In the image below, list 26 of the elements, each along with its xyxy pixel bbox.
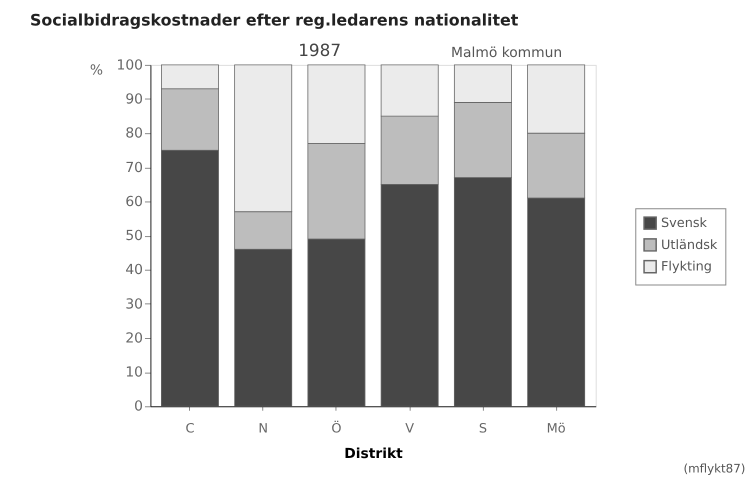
chart-subtitle: 1987 (298, 40, 342, 60)
y-tick-label: 70 (125, 160, 143, 176)
x-tick-label: Mö (546, 422, 566, 436)
y-tick-label: 80 (125, 126, 143, 142)
x-axis-title: Distrikt (344, 446, 404, 462)
x-tick-label: C (185, 422, 194, 436)
y-tick-label: 50 (125, 228, 143, 244)
y-tick-label: 0 (134, 398, 143, 415)
y-tick-label: 60 (125, 194, 143, 210)
x-tick-label: S (478, 422, 487, 436)
x-tick-label: Ö (331, 420, 342, 436)
y-axis-title: % (90, 62, 104, 78)
legend-label: Flykting (661, 260, 712, 275)
x-tick-label: V (405, 422, 414, 436)
y-tick-label: 40 (125, 262, 143, 278)
legend-label: Svensk (661, 216, 708, 232)
y-tick-label: 10 (125, 364, 143, 381)
text: (mflykt87) (683, 462, 746, 476)
y-tick-label: 90 (125, 91, 143, 108)
chart-title: Socialbidragskostnader efter reg.ledarens nationalitet (30, 10, 519, 30)
y-tick-label: 30 (125, 296, 143, 312)
x-tick-label: N (258, 422, 268, 436)
legend-label: Utländsk (661, 238, 718, 253)
y-tick-label: 100 (116, 57, 143, 74)
y-tick-label: 20 (125, 330, 143, 346)
text: Malmö kommun (451, 44, 562, 61)
